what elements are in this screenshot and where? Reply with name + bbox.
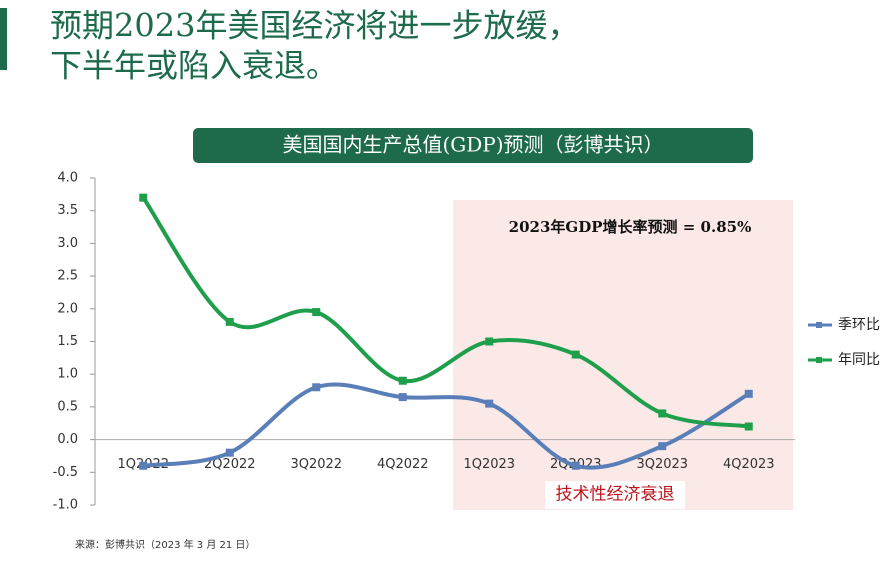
x-tick-label: 1Q2023	[463, 457, 515, 472]
y-tick-label: 1.0	[57, 367, 78, 382]
recession-label-box	[545, 481, 685, 509]
series-line	[142, 382, 750, 470]
y-tick-label: -1.0	[53, 498, 78, 513]
y-tick-label: 3.5	[57, 203, 78, 218]
y-tick-label: -0.5	[53, 465, 78, 480]
recession-shade	[453, 200, 793, 510]
point	[658, 409, 667, 418]
point	[139, 461, 148, 470]
point	[139, 193, 148, 202]
legend-label: 年同比	[838, 352, 880, 368]
point	[744, 389, 753, 398]
legend-marker	[816, 322, 822, 328]
annotation: 2023年GDP增长率预测 = 0.85%	[509, 218, 752, 236]
source: 来源：彭博共识（2023 年 3 月 21 日）	[75, 538, 255, 551]
point	[398, 393, 407, 402]
point	[485, 337, 494, 346]
y-tick-label: 0.5	[57, 399, 78, 414]
slide-title: 下半年或陷入衰退。	[50, 47, 338, 85]
point	[312, 383, 321, 392]
y-tick-label: 2.5	[57, 269, 78, 284]
x-tick-label: 4Q2022	[377, 457, 429, 472]
point	[225, 448, 234, 457]
point	[744, 422, 753, 431]
legend-label: 季环比	[838, 317, 880, 333]
point	[225, 317, 234, 326]
x-tick-label: 3Q2022	[290, 457, 342, 472]
y-tick-label: 2.0	[57, 301, 78, 316]
recession-label: 技术性经济衰退	[556, 485, 675, 505]
y-tick-label: 4.0	[57, 171, 78, 186]
point	[571, 461, 580, 470]
point	[398, 376, 407, 385]
y-tick-label: 1.5	[57, 334, 78, 349]
x-tick-label: 3Q2023	[636, 457, 688, 472]
point	[571, 350, 580, 359]
slide-title: 预期2023年美国经济将进一步放缓，	[50, 7, 579, 45]
x-tick-label: 2Q2022	[204, 457, 256, 472]
point	[485, 399, 494, 408]
y-tick-label: 0.0	[57, 432, 78, 447]
y-tick-label: 3.0	[57, 236, 78, 251]
accent-bar	[0, 8, 7, 70]
point	[312, 308, 321, 317]
chart-title-box	[193, 128, 753, 163]
chart-title: 美国国内生产总值(GDP)预测（彭博共识）	[282, 133, 663, 157]
point	[658, 442, 667, 451]
x-tick-label: 4Q2023	[723, 457, 775, 472]
legend-marker	[816, 357, 822, 363]
